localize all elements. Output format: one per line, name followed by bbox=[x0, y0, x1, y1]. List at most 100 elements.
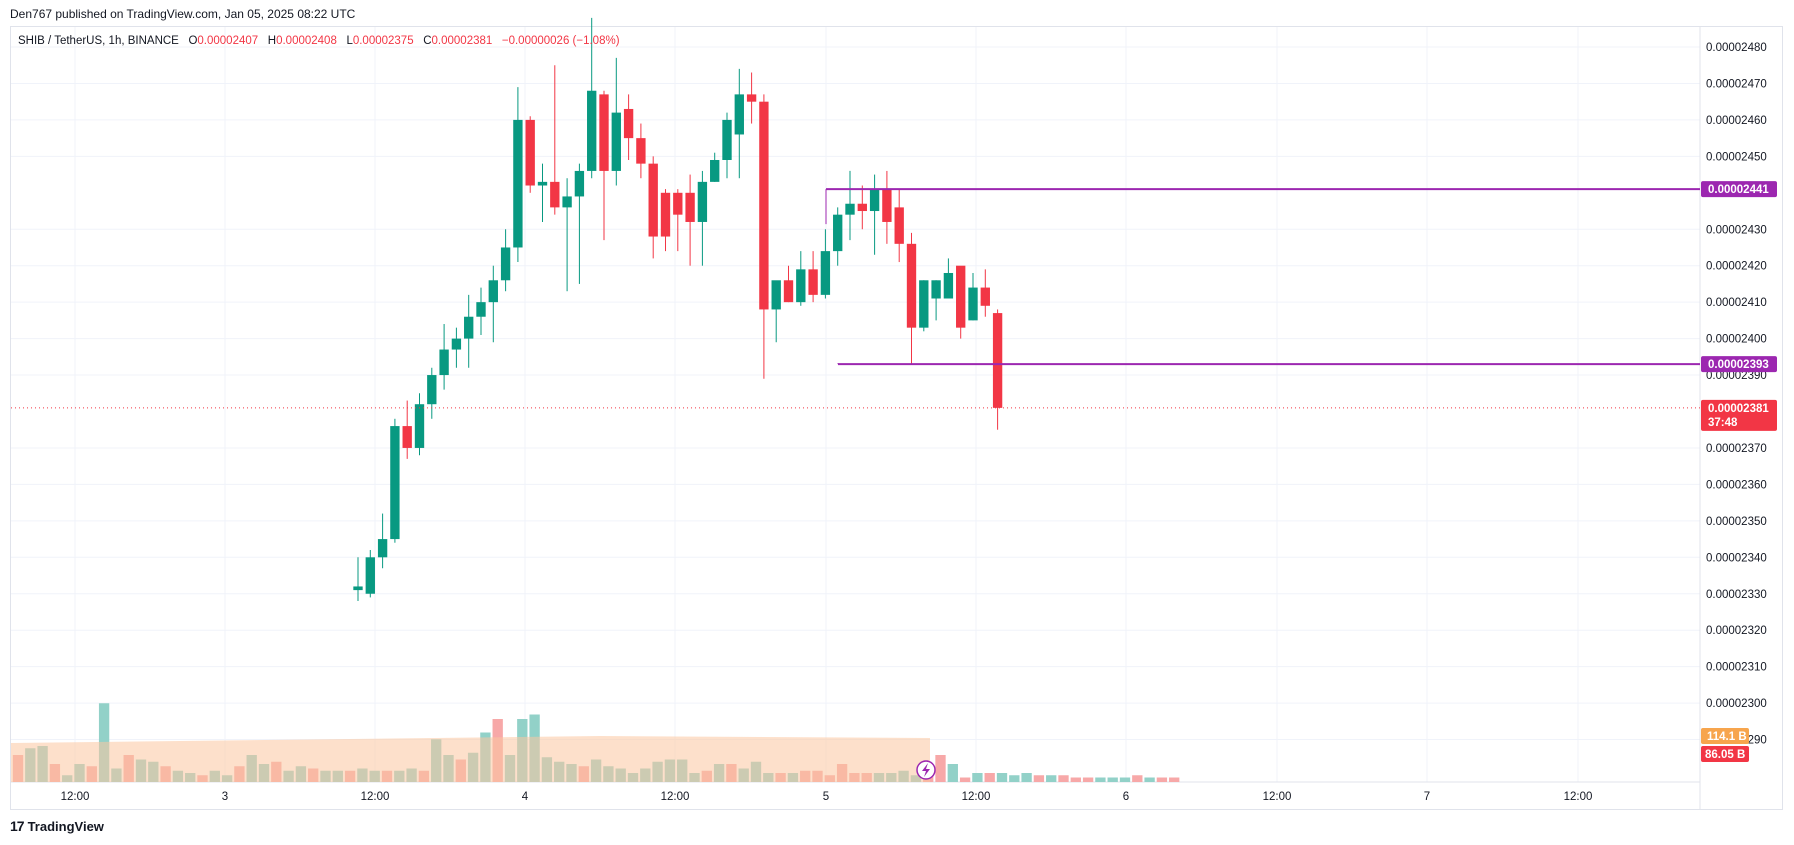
candle-body bbox=[906, 243, 917, 328]
candle-body bbox=[759, 101, 769, 310]
candle-body bbox=[476, 302, 486, 317]
volume-bar bbox=[1058, 775, 1069, 782]
candle-body bbox=[710, 159, 720, 182]
level-price-label: 0.00002393 bbox=[1708, 359, 1769, 371]
y-tick-label: 0.00002330 bbox=[1706, 589, 1767, 601]
candle-body bbox=[722, 119, 732, 160]
level-price-label: 0.00002441 bbox=[1708, 184, 1769, 196]
candle-body bbox=[550, 181, 560, 208]
volume-bar bbox=[1144, 777, 1155, 782]
volume-bar bbox=[1107, 777, 1118, 782]
volume-bar bbox=[1070, 777, 1081, 782]
candle-body bbox=[402, 426, 412, 448]
x-tick-label: 6 bbox=[1123, 791, 1129, 803]
candle-body bbox=[611, 112, 621, 171]
volume-bar bbox=[935, 755, 946, 782]
candle-body bbox=[574, 170, 585, 197]
candle-body bbox=[414, 404, 425, 448]
candle-body bbox=[500, 247, 511, 281]
candle-body bbox=[390, 426, 400, 540]
candle-body bbox=[943, 272, 954, 299]
volume-bar bbox=[1009, 775, 1020, 782]
y-tick-label: 0.00002320 bbox=[1706, 625, 1767, 637]
lightning-bolt-icon-glyph bbox=[922, 763, 930, 777]
x-tick-label: 3 bbox=[222, 791, 228, 803]
last-price-tag bbox=[1701, 399, 1777, 431]
price-chart[interactable]: 0.00002480 0.00002470 0.00002460 0.00002450… bbox=[0, 0, 1794, 810]
last-volume-tag bbox=[1701, 746, 1749, 762]
y-tick-label: 0.00002300 bbox=[1706, 698, 1767, 710]
y-tick-label: 0.00002400 bbox=[1706, 334, 1767, 346]
candle-body bbox=[783, 280, 794, 303]
candle-body bbox=[377, 539, 388, 558]
volume-bar bbox=[947, 764, 958, 782]
volume-bar bbox=[1021, 773, 1032, 782]
candle-body bbox=[587, 90, 597, 171]
y-tick-label: 0.00002310 bbox=[1706, 662, 1767, 674]
candle-body bbox=[697, 181, 708, 222]
tradingview-footer[interactable]: 17 TradingView bbox=[10, 818, 104, 834]
candle-body bbox=[464, 316, 474, 339]
last-price-label: 0.00002381 bbox=[1708, 403, 1769, 415]
x-tick-label: 12:00 bbox=[361, 791, 390, 803]
level-price-tag bbox=[1701, 356, 1777, 373]
tradingview-brand: TradingView bbox=[27, 818, 104, 834]
tradingview-logo-icon: 17 bbox=[10, 818, 25, 834]
x-tick-label: 12:00 bbox=[962, 791, 991, 803]
x-tick-label: 12:00 bbox=[61, 791, 90, 803]
candle-body bbox=[623, 108, 634, 139]
candle-body bbox=[820, 251, 831, 295]
candle-body bbox=[992, 313, 1003, 408]
volume-ma-tag bbox=[1701, 728, 1749, 744]
candle-body bbox=[980, 287, 990, 306]
candle-body bbox=[562, 196, 572, 208]
candle-body bbox=[685, 192, 695, 222]
candle-body bbox=[808, 269, 818, 295]
symbol-name[interactable]: SHIB / TetherUS, 1h, BINANCE bbox=[18, 35, 179, 47]
open-label: O bbox=[188, 35, 198, 47]
candle-body bbox=[488, 280, 498, 303]
open-value: 0.00002407 bbox=[197, 35, 259, 47]
candle-body bbox=[439, 349, 449, 376]
x-tick-label: 7 bbox=[1424, 791, 1430, 803]
candle-body bbox=[537, 181, 548, 186]
candle-body bbox=[365, 557, 375, 594]
candle-body bbox=[956, 265, 966, 328]
candle-body bbox=[734, 94, 744, 135]
volume-ma-label: 114.1 B bbox=[1707, 731, 1747, 743]
candle-body bbox=[451, 338, 462, 350]
candle-body bbox=[771, 280, 781, 310]
high-value: 0.00002408 bbox=[276, 35, 337, 47]
level-price-tag bbox=[1701, 181, 1777, 198]
x-tick-label: 12:00 bbox=[1263, 791, 1292, 803]
candle-body bbox=[894, 207, 904, 244]
volume-bar bbox=[972, 773, 983, 782]
volume-bar bbox=[1082, 777, 1094, 782]
y-tick-label: 0.00002410 bbox=[1706, 297, 1767, 309]
candle-body bbox=[746, 94, 757, 102]
x-tick-label: 4 bbox=[522, 791, 529, 803]
volume-bar bbox=[1046, 775, 1057, 782]
candle-body bbox=[648, 163, 658, 237]
candle-body bbox=[673, 192, 683, 215]
x-tick-label: 12:00 bbox=[661, 791, 690, 803]
y-tick-label: 0.00002460 bbox=[1706, 115, 1767, 127]
y-tick-label: 0.00002390 bbox=[1706, 370, 1767, 382]
volume-bar bbox=[984, 773, 995, 782]
candle-body bbox=[513, 119, 523, 248]
y-tick-label: 0.00002340 bbox=[1706, 552, 1767, 564]
y-tick-label: 0.00002420 bbox=[1706, 261, 1767, 273]
candle-body bbox=[968, 287, 978, 321]
volume-bar bbox=[1119, 777, 1131, 782]
low-value: 0.00002375 bbox=[352, 35, 414, 47]
x-tick-label: 5 bbox=[823, 791, 829, 803]
candle-body bbox=[869, 189, 880, 212]
symbol-legend[interactable]: SHIB / TetherUS, 1h, BINANCE O0.00002407… bbox=[18, 35, 620, 47]
volume-bar bbox=[1095, 777, 1106, 782]
candle-body bbox=[427, 375, 437, 405]
y-tick-label: 0.00002430 bbox=[1706, 224, 1767, 236]
volume-bar bbox=[996, 773, 1008, 782]
candle-body bbox=[845, 203, 855, 215]
candle-body bbox=[796, 269, 806, 303]
high-label: H bbox=[267, 35, 277, 47]
